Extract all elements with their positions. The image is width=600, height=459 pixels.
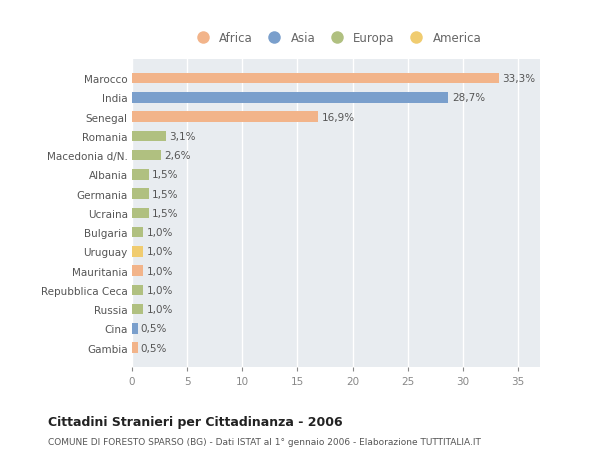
Text: Cittadini Stranieri per Cittadinanza - 2006: Cittadini Stranieri per Cittadinanza - 2… (48, 415, 343, 428)
Text: 16,9%: 16,9% (322, 112, 355, 123)
Text: 0,5%: 0,5% (141, 324, 167, 334)
Bar (132, 151, 161, 161)
Bar (132, 131, 166, 142)
Text: 3,1%: 3,1% (169, 132, 196, 141)
Bar (132, 304, 143, 315)
Bar (132, 93, 448, 103)
Legend: Africa, Asia, Europa, America: Africa, Asia, Europa, America (187, 28, 485, 49)
Bar (132, 266, 143, 276)
Text: 1,5%: 1,5% (152, 189, 178, 199)
Bar (132, 208, 149, 219)
Bar (132, 170, 149, 180)
Text: 1,0%: 1,0% (146, 304, 173, 314)
Text: COMUNE DI FORESTO SPARSO (BG) - Dati ISTAT al 1° gennaio 2006 - Elaborazione TUT: COMUNE DI FORESTO SPARSO (BG) - Dati IST… (48, 437, 481, 446)
Text: 1,5%: 1,5% (152, 208, 178, 218)
Text: 28,7%: 28,7% (452, 93, 485, 103)
Text: 1,0%: 1,0% (146, 266, 173, 276)
Text: 1,0%: 1,0% (146, 247, 173, 257)
Text: 2,6%: 2,6% (164, 151, 190, 161)
Bar (132, 189, 149, 200)
Bar (132, 324, 137, 334)
Text: 33,3%: 33,3% (503, 74, 536, 84)
Bar (132, 285, 143, 296)
Bar (132, 112, 319, 123)
Bar (132, 227, 143, 238)
Bar (132, 73, 499, 84)
Text: 1,5%: 1,5% (152, 170, 178, 180)
Bar (132, 246, 143, 257)
Text: 1,0%: 1,0% (146, 228, 173, 238)
Text: 1,0%: 1,0% (146, 285, 173, 295)
Bar (132, 343, 137, 353)
Text: 0,5%: 0,5% (141, 343, 167, 353)
